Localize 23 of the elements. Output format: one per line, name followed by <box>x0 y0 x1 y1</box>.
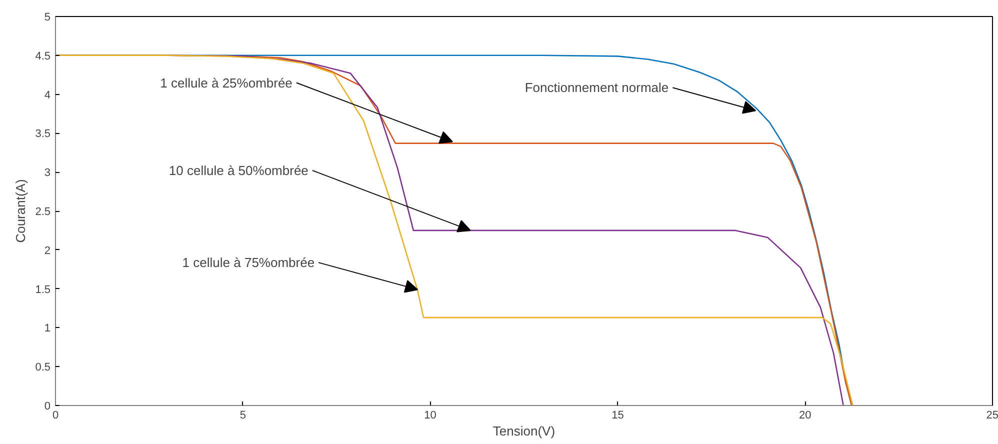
y-tick-label: 3 <box>44 167 51 180</box>
y-tick-label: 4 <box>44 89 51 102</box>
y-tick-label: 0.5 <box>35 362 51 374</box>
y-tick-label: 5 <box>44 12 51 24</box>
y-tick-label: 2.5 <box>35 206 51 218</box>
y-tick-label: 4.5 <box>35 50 51 62</box>
annotation: 1 cellule à 75%ombrée <box>182 255 315 270</box>
annotation: Fonctionnement normale <box>524 80 669 96</box>
y-tick-label: 1.5 <box>35 284 51 296</box>
y-tick-label: 0 <box>44 400 51 412</box>
annotation: 10 cellule à 50%ombrée <box>168 162 308 178</box>
y-tick-label: 2 <box>44 244 51 257</box>
y-axis-title: Courant(A) <box>13 179 28 243</box>
x-tick-label: 15 <box>612 410 624 422</box>
annotation: 1 cellule à 25%ombrée <box>160 75 292 90</box>
x-tick-label: 10 <box>424 410 436 422</box>
y-tick-label: 3.5 <box>35 128 51 140</box>
x-tick-label: 0 <box>52 410 59 422</box>
x-tick-label: 5 <box>240 410 246 422</box>
x-tick-label: 20 <box>798 410 812 422</box>
x-axis-title: Tension(V) <box>492 424 556 438</box>
y-tick-label: 1 <box>44 322 51 335</box>
x-tick-label: 25 <box>986 410 998 422</box>
